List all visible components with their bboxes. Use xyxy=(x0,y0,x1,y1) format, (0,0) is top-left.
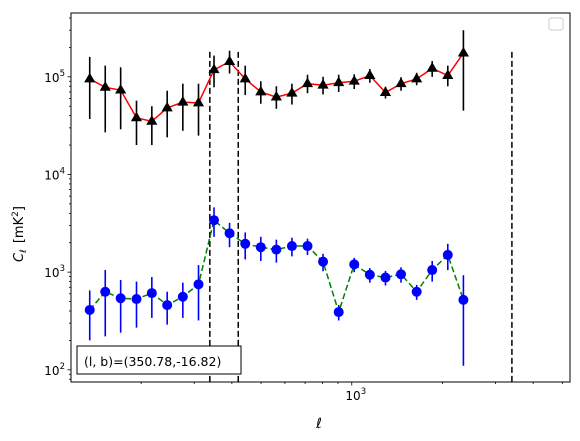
series-0-point-8 xyxy=(208,63,220,74)
series-0-point-17 xyxy=(348,75,360,85)
series-0-point-9 xyxy=(223,55,236,66)
series-0-point-11 xyxy=(255,85,267,96)
series-1-point-5 xyxy=(162,300,173,311)
series-1-point-4 xyxy=(146,288,157,299)
y-axis-label-unit-close: ] xyxy=(12,206,27,211)
series-0-point-24 xyxy=(457,46,469,57)
series-1-point-10 xyxy=(240,238,251,249)
series-1-point-11 xyxy=(255,242,266,253)
series-0-point-23 xyxy=(442,69,454,79)
series-1-point-2 xyxy=(115,293,126,304)
y-axis-label-unit: [mK xyxy=(12,216,27,243)
series-0-point-6 xyxy=(177,95,189,106)
y-tick-label-10000-exp: 4 xyxy=(60,166,65,176)
axes-frame xyxy=(70,12,571,383)
series-1-point-18 xyxy=(364,269,375,280)
series-0-point-1 xyxy=(99,81,111,91)
series-0-point-10 xyxy=(239,72,251,83)
series-1-point-7 xyxy=(193,279,204,290)
series-0-point-19 xyxy=(379,86,392,96)
series-1-point-3 xyxy=(131,294,142,305)
series-1-point-15 xyxy=(318,256,329,267)
series-1-point-6 xyxy=(177,291,188,302)
series-1-point-16 xyxy=(333,307,344,318)
y-tick-label-1000: 103 xyxy=(44,264,65,280)
y-axis-label-main: C xyxy=(12,252,27,262)
annotation-box: (l, b)=(350.78,-16.82) xyxy=(76,345,242,375)
series-0-point-21 xyxy=(411,72,423,83)
y-tick-label-100-base: 10 xyxy=(44,364,59,378)
series-1-point-12 xyxy=(271,244,282,255)
y-tick-label-100000-base: 10 xyxy=(44,71,59,85)
series-1-point-1 xyxy=(100,286,111,297)
y-tick-label-100000-exp: 5 xyxy=(60,69,65,79)
y-tick-label-100-exp: 2 xyxy=(60,362,65,372)
series-1-point-20 xyxy=(396,269,407,280)
series-0-point-16 xyxy=(333,76,345,87)
series-0-point-7 xyxy=(192,96,205,107)
series-1-point-0 xyxy=(84,304,95,315)
svg-text:Cℓ[mK2]: Cℓ [mK2] xyxy=(11,206,29,262)
y-axis-label-sub: ℓ xyxy=(19,249,29,254)
annotation-text: (l, b)=(350.78,-16.82) xyxy=(84,354,221,369)
series-1-point-8 xyxy=(209,215,220,226)
y-tick-label-10000-base: 10 xyxy=(44,168,59,182)
legend-frame xyxy=(548,17,564,31)
y-tick-label-100000: 105 xyxy=(44,69,65,85)
plot-area xyxy=(84,30,513,382)
y-tick-label-10000: 104 xyxy=(44,166,65,182)
series-0-point-4 xyxy=(146,115,158,125)
series-0-point-12 xyxy=(270,90,282,101)
x-tick-label-1000-base: 10 xyxy=(345,389,360,403)
y-axis-label-unit-sup: 2 xyxy=(11,211,21,217)
x-tick-label-1000: 103 xyxy=(345,387,366,403)
series-0-point-2 xyxy=(115,83,127,94)
y-tick-label-1000-exp: 3 xyxy=(60,264,65,274)
y-axis-label: Cℓ [mK2] xyxy=(11,206,29,262)
series-0-point-5 xyxy=(161,101,173,112)
series-1-point-24 xyxy=(458,294,469,305)
series-1-point-14 xyxy=(302,241,313,252)
series-0-point-18 xyxy=(364,69,376,79)
y-tick-label-1000-base: 10 xyxy=(44,266,59,280)
series-1-point-9 xyxy=(224,228,235,239)
series-1-point-23 xyxy=(442,249,453,260)
legend xyxy=(548,17,564,31)
annotation-frame xyxy=(76,345,242,375)
series-0-point-15 xyxy=(317,79,329,89)
series-0-point-22 xyxy=(426,62,438,72)
series-1-point-17 xyxy=(349,259,360,270)
series-0-point-14 xyxy=(301,77,314,88)
series-0-point-0 xyxy=(84,72,96,83)
series-1-point-21 xyxy=(411,286,422,297)
series-0-point-13 xyxy=(286,86,298,97)
x-axis-label: ℓ xyxy=(315,416,322,432)
series-0-point-20 xyxy=(395,77,407,88)
plot-content xyxy=(84,30,513,382)
series-0-point-3 xyxy=(130,111,143,122)
y-tick-label-100: 102 xyxy=(44,362,65,378)
x-tick-label-1000-exp: 3 xyxy=(361,387,366,397)
series-1-point-13 xyxy=(286,241,297,252)
series-1-point-19 xyxy=(380,272,391,283)
series-1-point-22 xyxy=(427,265,438,276)
